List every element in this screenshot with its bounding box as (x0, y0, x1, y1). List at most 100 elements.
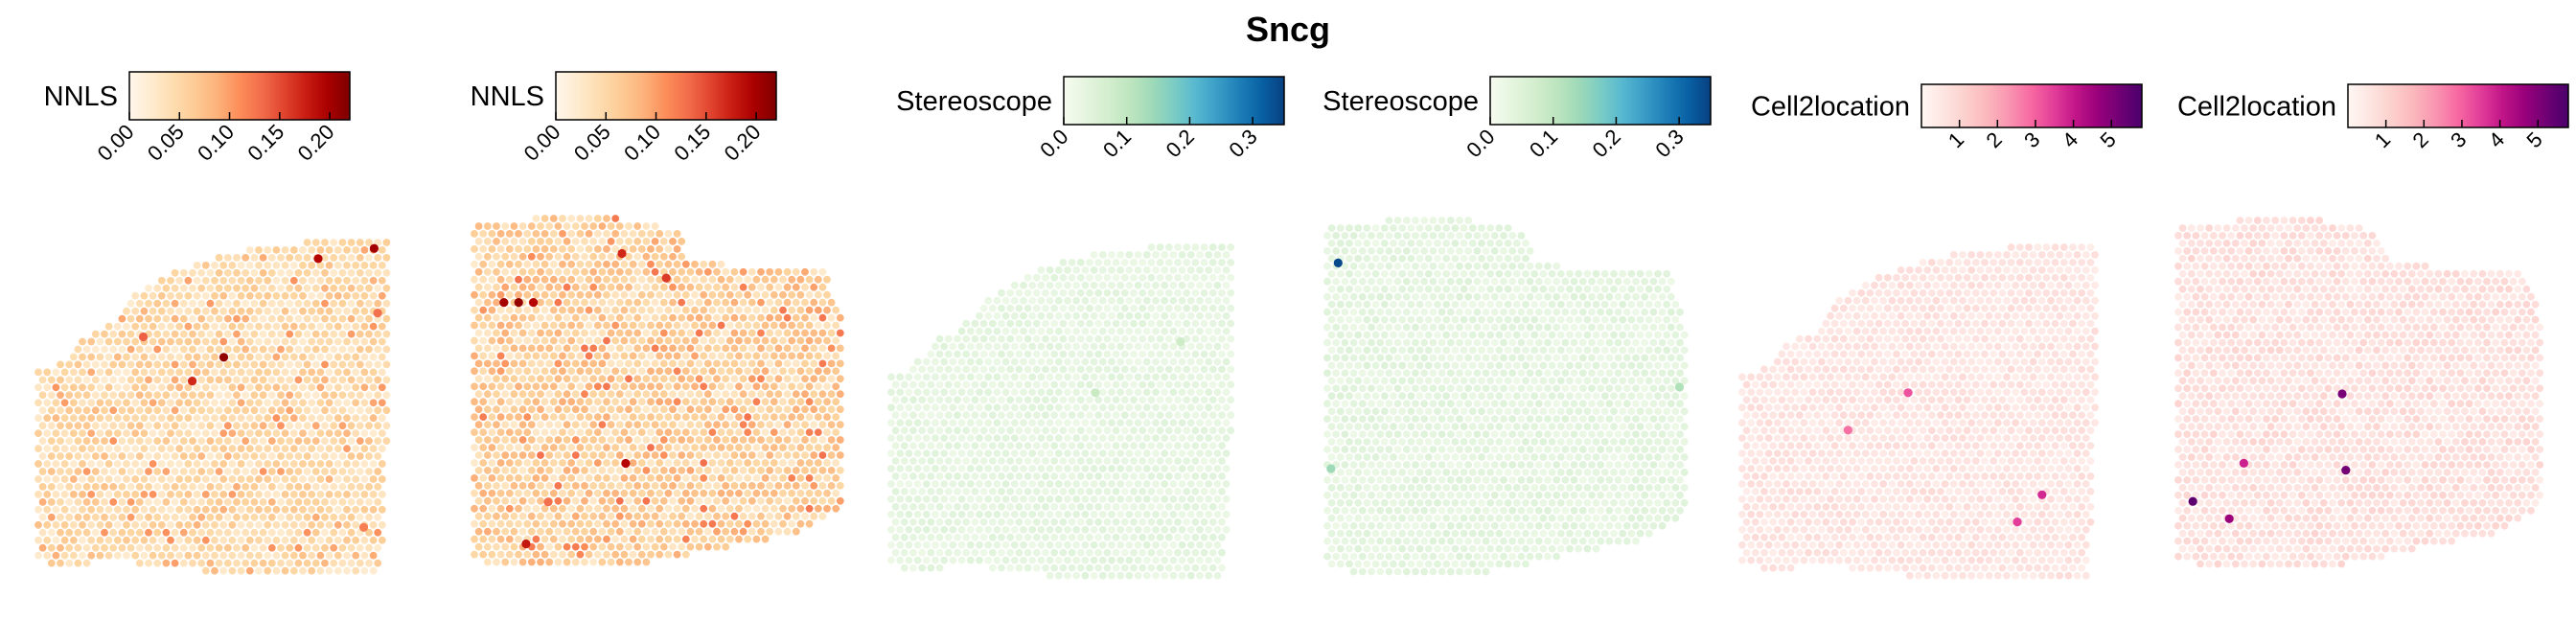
spot (43, 536, 52, 544)
spot (175, 475, 184, 483)
spot (131, 551, 140, 560)
spot (832, 382, 840, 391)
spot (1076, 319, 1085, 328)
spot (581, 451, 588, 459)
spot (949, 419, 957, 427)
spot (818, 482, 827, 490)
spot (576, 489, 585, 497)
spot (932, 480, 939, 488)
spot (984, 525, 993, 534)
spot (966, 465, 975, 472)
spot (501, 496, 510, 505)
spot (988, 564, 997, 572)
spot (135, 513, 144, 521)
spot (471, 260, 478, 268)
spot (567, 230, 576, 238)
spot (334, 353, 342, 361)
spot (659, 252, 668, 261)
spot (201, 520, 210, 529)
spot (540, 245, 549, 253)
spot (891, 457, 900, 465)
spot (242, 299, 250, 308)
spot (223, 468, 232, 475)
spot (774, 359, 783, 368)
spot (537, 467, 544, 474)
spot (1125, 510, 1134, 518)
spot (365, 239, 373, 246)
spot (993, 357, 1001, 366)
spot (1142, 266, 1151, 274)
spot (1205, 296, 1213, 305)
spot (369, 536, 378, 544)
spot (1147, 365, 1156, 374)
spot (228, 368, 237, 377)
spot (669, 298, 677, 307)
spot (493, 527, 500, 536)
spot (792, 390, 800, 399)
spot (60, 399, 69, 407)
spot (501, 344, 510, 353)
spot (488, 230, 496, 238)
spot (474, 222, 483, 230)
spot (598, 375, 607, 383)
spot (264, 291, 272, 300)
spot (1349, 247, 1358, 255)
spot (1164, 426, 1173, 435)
spot (998, 396, 1005, 404)
spot (708, 444, 717, 451)
spot (184, 368, 193, 377)
spot (334, 322, 342, 331)
spot (703, 496, 712, 505)
spot (352, 291, 360, 300)
spot (1134, 388, 1142, 397)
spot (1112, 259, 1120, 266)
spot (713, 359, 721, 368)
spot (1490, 262, 1499, 270)
spot (1142, 357, 1151, 366)
spot (374, 422, 382, 430)
spot (91, 543, 100, 552)
spot (471, 306, 478, 314)
spot (540, 550, 549, 559)
spot (1050, 304, 1059, 312)
spot (642, 436, 651, 444)
spot (197, 498, 206, 506)
spot (832, 336, 840, 345)
spot (1142, 281, 1151, 289)
spot (1323, 247, 1331, 255)
spot (1130, 518, 1138, 526)
spot (197, 452, 206, 460)
spot (1191, 396, 1200, 404)
spot (1191, 288, 1200, 297)
spot (1178, 251, 1186, 259)
spot (1191, 426, 1200, 435)
spot (1147, 548, 1156, 557)
spot (1054, 495, 1063, 503)
spot (483, 421, 492, 428)
spot (47, 543, 56, 552)
spot (135, 483, 144, 491)
spot (625, 238, 632, 245)
spot (1134, 449, 1142, 457)
spot (1010, 281, 1019, 289)
spot (145, 299, 152, 308)
spot (365, 422, 373, 430)
spot (532, 260, 540, 268)
spot (153, 330, 162, 338)
spot (713, 542, 721, 551)
spot (69, 445, 78, 452)
spot (695, 496, 703, 505)
spot (949, 342, 957, 351)
spot (38, 376, 47, 384)
spot (1042, 396, 1049, 404)
spot (918, 518, 927, 526)
spot (299, 491, 307, 498)
spot (1213, 311, 1222, 320)
spot (1161, 480, 1169, 488)
spot (1108, 465, 1116, 472)
spot (752, 398, 761, 406)
spot (984, 327, 993, 335)
spot (245, 337, 254, 346)
spot (101, 422, 108, 430)
spot (637, 290, 646, 299)
